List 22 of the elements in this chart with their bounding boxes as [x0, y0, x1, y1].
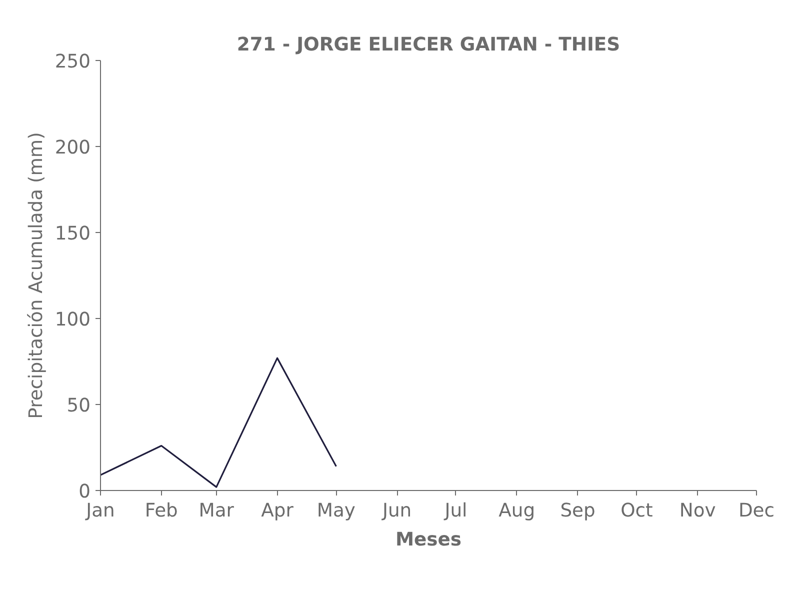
- x-tick-label: Jan: [85, 500, 115, 522]
- x-tick-label: Apr: [261, 500, 294, 522]
- chart-title: 271 - JORGE ELIECER GAITAN - THIES: [236, 34, 620, 56]
- x-tick-label: Mar: [198, 500, 234, 522]
- y-tick-label: 200: [54, 138, 90, 158]
- y-tick-label: 250: [54, 52, 90, 72]
- x-tick-label: Sep: [560, 500, 596, 522]
- x-tick-label: Feb: [144, 500, 178, 522]
- x-tick-label: Nov: [679, 500, 716, 522]
- y-axis-title: Precipitación Acumulada (mm): [26, 132, 47, 419]
- y-tick-label: 0: [78, 482, 91, 502]
- y-tick-label: 150: [54, 224, 90, 244]
- y-tick-label: 100: [54, 310, 90, 330]
- line-series: [100, 357, 337, 488]
- y-tick-label: 50: [66, 396, 91, 416]
- x-tick-label: Oct: [620, 500, 653, 522]
- x-tick-label: May: [316, 500, 356, 522]
- x-tick-label: Dec: [738, 500, 775, 522]
- x-axis-title: Meses: [395, 530, 462, 550]
- x-tick-label: Jun: [382, 500, 412, 522]
- x-tick-label: Jul: [444, 500, 468, 522]
- x-tick-label: Aug: [498, 500, 536, 522]
